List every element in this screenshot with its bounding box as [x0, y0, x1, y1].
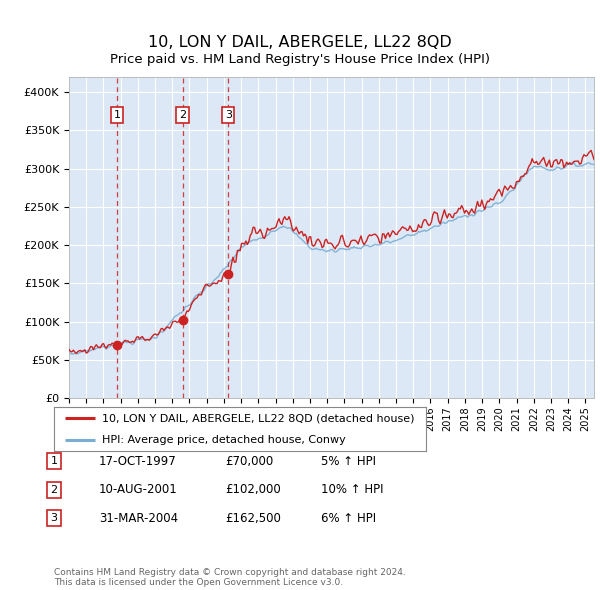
- Text: HPI: Average price, detached house, Conwy: HPI: Average price, detached house, Conw…: [103, 435, 346, 445]
- Text: 3: 3: [225, 110, 232, 120]
- Text: 3: 3: [50, 513, 58, 523]
- Text: £102,000: £102,000: [225, 483, 281, 496]
- Text: £70,000: £70,000: [225, 455, 273, 468]
- Text: 1: 1: [113, 110, 121, 120]
- Text: 5% ↑ HPI: 5% ↑ HPI: [321, 455, 376, 468]
- Text: £162,500: £162,500: [225, 512, 281, 525]
- Text: 2: 2: [50, 485, 58, 494]
- Text: 10, LON Y DAIL, ABERGELE, LL22 8QD (detached house): 10, LON Y DAIL, ABERGELE, LL22 8QD (deta…: [103, 413, 415, 423]
- Text: 10, LON Y DAIL, ABERGELE, LL22 8QD: 10, LON Y DAIL, ABERGELE, LL22 8QD: [148, 35, 452, 50]
- Text: 31-MAR-2004: 31-MAR-2004: [99, 512, 178, 525]
- Text: 1: 1: [50, 457, 58, 466]
- Text: 2: 2: [179, 110, 187, 120]
- Text: 17-OCT-1997: 17-OCT-1997: [99, 455, 177, 468]
- Text: Price paid vs. HM Land Registry's House Price Index (HPI): Price paid vs. HM Land Registry's House …: [110, 53, 490, 66]
- Text: Contains HM Land Registry data © Crown copyright and database right 2024.
This d: Contains HM Land Registry data © Crown c…: [54, 568, 406, 587]
- Text: 6% ↑ HPI: 6% ↑ HPI: [321, 512, 376, 525]
- Text: 10% ↑ HPI: 10% ↑ HPI: [321, 483, 383, 496]
- Text: 10-AUG-2001: 10-AUG-2001: [99, 483, 178, 496]
